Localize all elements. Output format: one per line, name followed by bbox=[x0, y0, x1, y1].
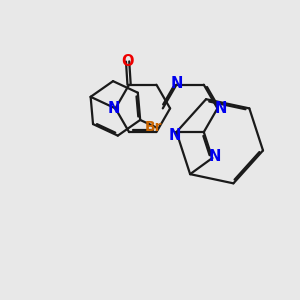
Text: N: N bbox=[209, 149, 221, 164]
Text: N: N bbox=[170, 76, 183, 91]
Text: N: N bbox=[169, 128, 181, 143]
Text: Br: Br bbox=[145, 121, 162, 134]
Text: N: N bbox=[214, 101, 226, 116]
Text: N: N bbox=[108, 101, 120, 116]
Text: O: O bbox=[122, 54, 134, 69]
